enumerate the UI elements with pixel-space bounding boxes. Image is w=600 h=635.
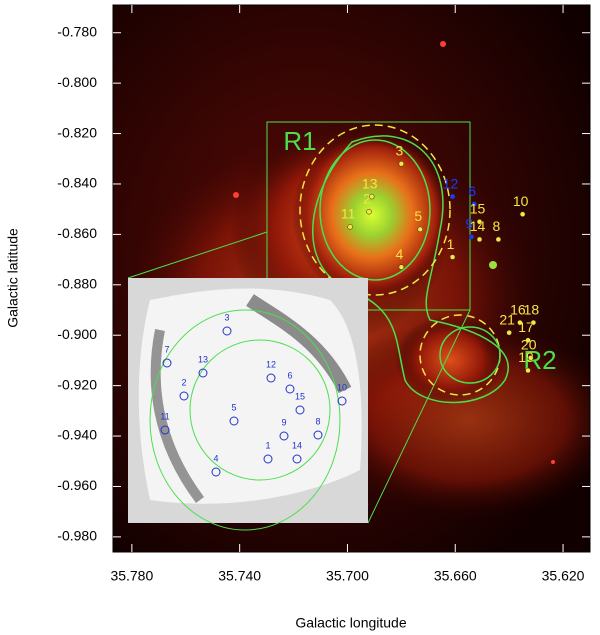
y-tick-label: -0.980 xyxy=(57,528,97,544)
inset-marker xyxy=(337,396,347,406)
y-tick-label: -0.840 xyxy=(57,175,97,191)
source-label: 2 xyxy=(363,190,371,206)
source-label: 13 xyxy=(362,175,378,191)
inset-marker xyxy=(179,391,189,401)
y-tick-label: -0.940 xyxy=(57,427,97,443)
source-marker xyxy=(517,319,523,326)
source-marker xyxy=(366,208,372,215)
source-marker xyxy=(347,224,353,230)
source-label: 5 xyxy=(414,208,422,224)
inset-label: 8 xyxy=(315,416,320,426)
inset-label: 11 xyxy=(160,411,169,421)
source-label: 18 xyxy=(524,301,540,317)
source-marker xyxy=(476,236,483,243)
source-marker xyxy=(398,264,405,270)
inset-marker xyxy=(162,358,172,368)
inset-marker xyxy=(160,425,170,435)
x-tick-label: 35.660 xyxy=(434,568,477,584)
source-label: 8 xyxy=(492,218,500,234)
y-tick-label: -0.900 xyxy=(57,326,97,342)
inset xyxy=(128,278,368,531)
inset-label: 13 xyxy=(198,354,208,364)
inset-label: 2 xyxy=(181,377,186,387)
y-tick-label: -0.880 xyxy=(57,276,97,292)
source-label: 11 xyxy=(341,206,356,222)
region-label: R1 xyxy=(283,126,316,156)
inset-label: 12 xyxy=(266,359,276,369)
source-label: 1 xyxy=(447,236,455,252)
y-tick-label: -0.960 xyxy=(57,477,97,493)
source-marker xyxy=(417,226,423,233)
source-label: 10 xyxy=(513,193,529,209)
inset-marker xyxy=(292,454,302,464)
source-marker xyxy=(449,254,456,260)
source-marker xyxy=(519,211,526,217)
inset-label: 3 xyxy=(224,312,229,322)
x-tick-label: 35.700 xyxy=(326,568,369,584)
inset-marker xyxy=(222,326,232,336)
y-tick-label: -0.800 xyxy=(57,74,97,90)
source-marker xyxy=(525,367,531,374)
inset-label: 4 xyxy=(213,453,218,463)
inset-label: 10 xyxy=(337,382,347,392)
source-marker xyxy=(527,355,534,361)
x-tick-label: 35.780 xyxy=(110,568,153,584)
source-marker xyxy=(506,329,512,336)
y-tick-label: -0.780 xyxy=(57,23,97,39)
inset-marker xyxy=(263,454,273,464)
zoom-box xyxy=(266,121,471,311)
source-marker xyxy=(398,161,405,167)
x-tick-label: 35.620 xyxy=(542,568,585,584)
inset-label: 15 xyxy=(295,391,305,401)
plot-frame xyxy=(112,4,591,553)
inset-label: 5 xyxy=(231,402,236,412)
y-tick-label: -0.860 xyxy=(57,225,97,241)
y-tick-label: -0.920 xyxy=(57,376,97,392)
x-axis-label: Galactic longitude xyxy=(295,615,407,631)
x-tick-label: 35.740 xyxy=(218,568,261,584)
inset-marker xyxy=(229,416,239,426)
source-marker xyxy=(468,234,475,240)
inset-marker xyxy=(285,384,295,394)
inset-marker xyxy=(295,405,305,415)
source-marker xyxy=(495,236,502,243)
source-marker xyxy=(471,201,477,207)
source-label: 12 xyxy=(443,175,459,191)
inset-label: 14 xyxy=(292,440,302,450)
y-axis-label: Galactic latitude xyxy=(5,228,21,328)
source-label: 9 xyxy=(466,216,474,232)
source-marker xyxy=(525,337,531,344)
source-label: 15 xyxy=(470,200,486,216)
source-marker xyxy=(530,319,537,326)
source-label: 17 xyxy=(518,319,534,335)
source-label: 6 xyxy=(468,183,476,199)
inset-label: 7 xyxy=(164,344,169,354)
inset-label: 9 xyxy=(281,417,286,427)
source-label: 21 xyxy=(499,311,515,327)
source-marker xyxy=(449,193,456,200)
source-label: 4 xyxy=(395,246,403,262)
inset-marker xyxy=(198,368,208,378)
source-marker xyxy=(476,219,483,225)
zoom-line xyxy=(127,231,268,279)
source-label: 16 xyxy=(510,301,526,317)
inset-marker xyxy=(313,430,323,440)
zoom-line xyxy=(367,309,471,524)
inset-marker xyxy=(266,373,276,383)
source-marker xyxy=(368,193,375,200)
source-label: 20 xyxy=(521,337,537,353)
inset-label: 1 xyxy=(265,440,270,450)
source-label: 3 xyxy=(395,143,403,159)
inset-marker xyxy=(279,431,289,441)
inset-label: 6 xyxy=(287,370,292,380)
source-label: 19 xyxy=(518,349,534,365)
inset-marker xyxy=(211,467,221,477)
y-tick-label: -0.820 xyxy=(57,124,97,140)
